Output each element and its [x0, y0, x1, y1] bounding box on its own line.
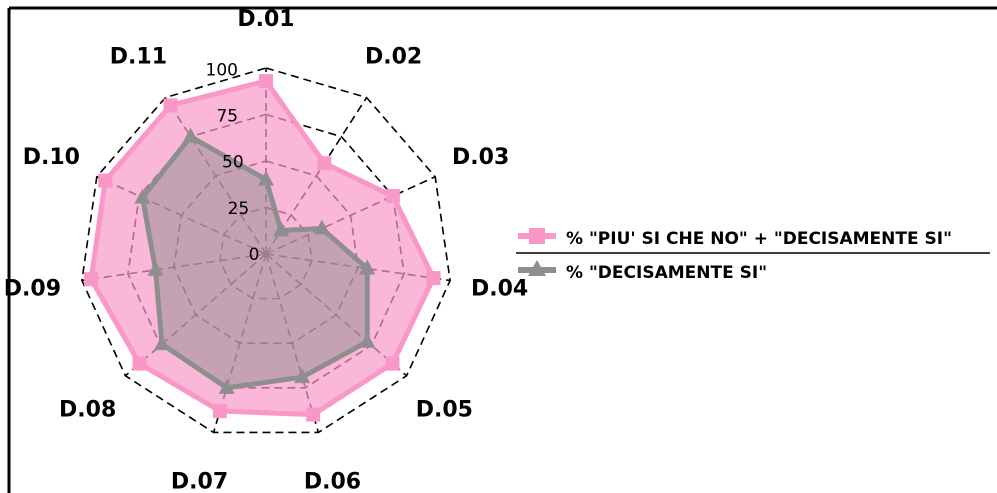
radial-tick-labels: 0 25 50 75 100 — [206, 60, 260, 265]
data-point-series-1 — [84, 272, 99, 287]
radial-tick-label: 75 — [216, 107, 238, 127]
category-label-d01: D.01 — [237, 7, 294, 32]
data-point-series-2 — [273, 221, 290, 237]
radial-tick-label: 0 — [249, 245, 260, 265]
data-point-series-2 — [218, 378, 235, 394]
data-point-series-1 — [132, 356, 147, 371]
category-label-d04: D.04 — [471, 277, 528, 302]
data-point-series-1 — [385, 189, 400, 204]
legend-label-series-2: % "DECISAMENTE SI" — [566, 263, 767, 283]
series-area-2 — [139, 134, 370, 391]
category-labels: D.01 D.02 D.03 D.04 D.05 D.06 D.07 D.08 … — [4, 7, 528, 493]
data-point-series-1 — [426, 271, 441, 286]
data-point-series-1 — [259, 74, 273, 89]
data-point-series-2 — [359, 259, 376, 275]
data-point-series-1 — [98, 173, 113, 188]
legend-marker-square — [529, 228, 545, 244]
data-point-series-2 — [294, 368, 311, 384]
data-point-series-2 — [147, 260, 164, 276]
data-point-series-2 — [258, 170, 274, 186]
radial-tick-label: 25 — [228, 199, 250, 219]
category-label-d05: D.05 — [416, 398, 473, 423]
data-point-series-1 — [163, 98, 178, 113]
radial-tick-label: 50 — [222, 153, 244, 173]
radar-series — [84, 74, 441, 422]
data-point-series-1 — [385, 356, 400, 371]
data-point-series-2 — [313, 219, 330, 235]
legend-label-series-1: % "PIU' SI CHE NO" + "DECISAMENTE SI" — [566, 229, 952, 249]
legend: % "PIU' SI CHE NO" + "DECISAMENTE SI" % … — [516, 228, 990, 283]
category-label-d06: D.06 — [304, 469, 361, 493]
data-point-series-2 — [134, 188, 151, 204]
data-point-series-2 — [359, 332, 376, 348]
data-point-series-1 — [317, 156, 332, 171]
category-label-d08: D.08 — [59, 398, 116, 423]
grid-ring — [81, 67, 451, 434]
data-point-series-2 — [182, 127, 199, 143]
category-label-d03: D.03 — [452, 145, 509, 170]
radial-tick-label: 100 — [206, 60, 238, 80]
category-label-d10: D.10 — [23, 145, 80, 170]
data-point-series-1 — [212, 404, 227, 419]
category-label-d11: D.11 — [110, 44, 167, 69]
category-label-d09: D.09 — [4, 277, 61, 302]
category-label-d07: D.07 — [171, 469, 228, 493]
data-point-series-1 — [306, 407, 321, 422]
legend-marker-triangle — [528, 260, 546, 276]
category-label-d02: D.02 — [365, 44, 422, 69]
data-point-series-2 — [153, 335, 170, 351]
